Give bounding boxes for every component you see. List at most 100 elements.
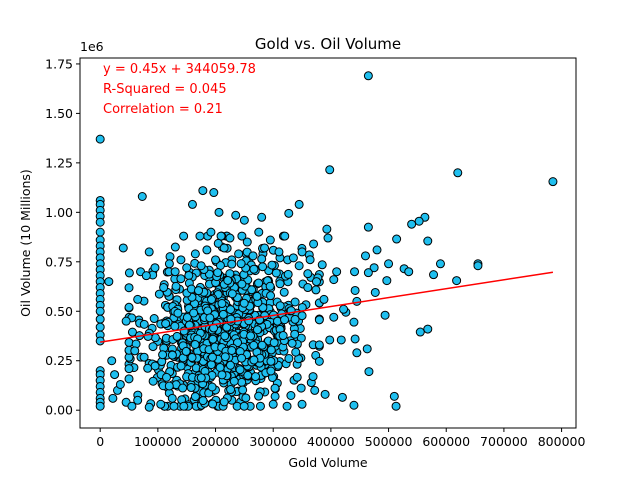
data-point [350,334,360,344]
data-point [220,331,230,341]
data-point [108,393,118,403]
data-point [156,399,166,409]
data-point [190,339,200,349]
data-point [372,245,382,255]
data-point [363,222,373,232]
data-point [336,335,346,345]
data-point [178,383,188,393]
data-point [179,401,189,411]
data-point [423,324,433,334]
data-point [162,372,172,382]
data-point [176,255,186,265]
data-point [164,381,174,391]
data-point [297,247,307,257]
data-point [104,277,114,287]
data-point [274,247,284,257]
data-point [239,401,249,411]
data-point [187,199,197,209]
data-point [266,356,276,366]
data-point [227,259,237,269]
data-point [229,376,239,386]
data-point [217,299,227,309]
data-point [332,267,342,277]
data-point [141,271,151,281]
y-offset-label: 1e6 [80,39,104,54]
r-squared-text: R-Squared = 0.045 [103,82,227,97]
data-point [127,401,137,411]
x-tick-label: 100000 [134,434,182,449]
data-point [303,269,313,279]
data-point [234,249,244,259]
data-point [237,353,247,363]
data-point [322,224,332,234]
data-point [242,237,252,247]
data-point [248,251,258,261]
data-point [231,210,241,220]
data-point [290,329,300,339]
data-point [266,291,276,301]
data-point [267,260,277,270]
data-point [184,270,194,280]
data-point [370,287,380,297]
data-point [95,134,105,144]
data-point [352,348,362,358]
data-point [339,304,349,314]
y-tick-label: 0.00 [45,403,73,418]
plot-area [95,71,558,412]
x-tick-label: 0 [96,434,104,449]
data-point [137,192,147,201]
data-point [107,356,117,366]
data-point [110,370,120,380]
x-tick-label: 700000 [480,434,528,449]
data-point [266,345,276,355]
data-point [121,316,131,326]
data-point [363,71,373,81]
data-point [139,352,149,362]
data-point [205,313,215,323]
data-point [209,188,219,198]
data-point [95,217,105,227]
data-point [270,391,280,401]
data-point [311,285,321,295]
data-point [266,366,276,376]
data-point [173,308,183,318]
data-point [391,401,401,411]
data-point [286,391,296,400]
data-point [127,327,137,337]
data-point [211,255,221,265]
data-point [190,249,200,259]
data-point [414,216,424,226]
data-point [429,270,439,280]
data-point [176,361,186,371]
data-point [252,325,262,335]
data-point [309,239,319,249]
data-point [423,236,433,246]
data-point [284,208,294,218]
data-point [280,315,290,325]
data-point [275,279,285,289]
data-point [95,227,105,237]
data-point [148,342,158,352]
data-point [124,283,134,293]
data-point [148,376,158,386]
y-axis: 0.00 0.25 0.50 0.75 1.00 1.25 1.50 1.75 [45,56,80,418]
data-point [170,321,180,331]
data-point [452,276,462,286]
data-point [236,259,246,269]
data-point [270,383,280,393]
plot-frame [79,57,577,429]
data-point [139,319,149,329]
data-point [407,219,417,229]
data-point [303,283,313,293]
data-point [260,243,270,253]
data-point [314,315,324,325]
data-point [389,391,399,401]
data-point [453,168,463,178]
data-point [329,275,339,285]
data-point [130,346,140,356]
data-point [252,291,262,301]
data-point [363,268,373,278]
data-point [144,247,154,257]
data-point [172,331,182,341]
